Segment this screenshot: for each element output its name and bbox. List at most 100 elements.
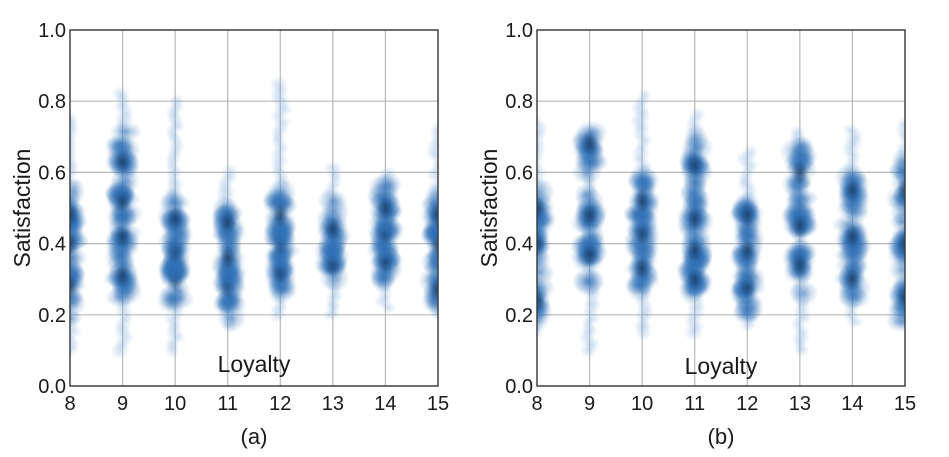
density-blob-faint bbox=[269, 75, 289, 93]
x-tick-label: 14 bbox=[374, 393, 396, 415]
density-core bbox=[897, 285, 905, 309]
y-tick-label: 0.2 bbox=[38, 305, 66, 327]
x-tick-label: 8 bbox=[64, 393, 75, 415]
density-core bbox=[430, 277, 438, 302]
density-blob bbox=[316, 188, 348, 213]
x-tick-label: 10 bbox=[631, 393, 653, 415]
x-tick-label: 9 bbox=[117, 393, 128, 415]
density-core bbox=[897, 231, 905, 256]
y-tick-label: 0.6 bbox=[505, 162, 533, 184]
y-tick-labels-a: 0.0 0.2 0.4 0.6 0.8 1.0 bbox=[38, 20, 66, 398]
density-core bbox=[634, 188, 651, 213]
density-core bbox=[581, 131, 598, 156]
x-tick-label: 11 bbox=[684, 393, 705, 415]
y-tick-label: 0.2 bbox=[505, 305, 533, 327]
density-blob bbox=[578, 229, 606, 253]
density-core bbox=[324, 217, 341, 242]
y-tick-label: 0.0 bbox=[38, 376, 66, 398]
density-core bbox=[897, 178, 905, 203]
y-tick-labels-b: 0.0 0.2 0.4 0.6 0.8 1.0 bbox=[505, 20, 533, 398]
density-core bbox=[70, 274, 78, 299]
density-blob bbox=[574, 182, 600, 206]
x-tick-label: 11 bbox=[217, 393, 238, 415]
density-marks-b bbox=[537, 88, 905, 359]
plot-frame-a bbox=[69, 29, 439, 387]
density-blob-faint bbox=[896, 116, 905, 131]
density-blob bbox=[157, 192, 191, 214]
density-blob-faint bbox=[537, 113, 543, 129]
y-tick-label: 0.0 bbox=[505, 376, 533, 398]
x-tick-label: 13 bbox=[789, 393, 811, 415]
x-tick-labels-b: 8 9 10 11 12 13 14 15 bbox=[531, 393, 916, 415]
density-blob bbox=[425, 200, 438, 223]
density-blob bbox=[70, 189, 82, 213]
density-core bbox=[537, 288, 545, 313]
density-core bbox=[634, 256, 651, 281]
density-blob bbox=[788, 279, 819, 306]
y-tick-label: 0.4 bbox=[505, 234, 533, 256]
density-core bbox=[739, 203, 756, 228]
x-tick-label: 12 bbox=[269, 393, 291, 415]
density-core bbox=[377, 196, 394, 220]
panel-label-b: (b) bbox=[708, 424, 735, 449]
density-core bbox=[844, 267, 861, 292]
x-tick-label: 15 bbox=[427, 393, 449, 415]
density-blob bbox=[319, 242, 350, 271]
y-tick-label: 0.4 bbox=[38, 234, 66, 256]
density-blob-faint bbox=[429, 121, 438, 137]
density-blob bbox=[537, 195, 552, 223]
density-core bbox=[686, 153, 703, 178]
density-blob bbox=[571, 159, 602, 186]
density-core bbox=[581, 203, 598, 228]
y-tick-label: 1.0 bbox=[505, 20, 533, 42]
density-blob bbox=[105, 134, 135, 154]
density-core bbox=[167, 206, 184, 231]
density-blob bbox=[633, 173, 657, 193]
density-core bbox=[686, 206, 703, 231]
density-core bbox=[70, 231, 78, 256]
density-blob bbox=[572, 268, 604, 297]
x-axis-title-a: Loyalty bbox=[218, 351, 291, 377]
density-blob-faint bbox=[741, 144, 759, 161]
density-blob bbox=[158, 283, 185, 312]
density-blob bbox=[423, 278, 438, 301]
density-blob-faint bbox=[70, 111, 78, 128]
density-core bbox=[686, 238, 703, 263]
density-blob bbox=[732, 301, 761, 325]
y-axis-title-b: Satisfaction bbox=[476, 149, 502, 268]
density-blob-faint bbox=[323, 161, 343, 174]
density-core bbox=[219, 210, 236, 235]
chart-panel-a: 0.0 0.2 0.4 0.6 0.8 1.0 8 9 10 11 12 13 14 15 Satisf… bbox=[9, 20, 449, 449]
density-blob-faint bbox=[111, 85, 130, 103]
x-tick-label: 14 bbox=[841, 393, 863, 415]
density-blob bbox=[372, 213, 398, 235]
y-tick-label: 1.0 bbox=[38, 20, 66, 42]
density-core bbox=[70, 203, 78, 228]
density-blob-faint bbox=[688, 107, 706, 123]
density-core bbox=[844, 178, 861, 203]
density-blob bbox=[681, 194, 710, 218]
density-core bbox=[537, 196, 545, 220]
y-tick-label: 0.6 bbox=[38, 162, 66, 184]
density-blob-faint bbox=[842, 123, 859, 137]
density-blob bbox=[163, 255, 190, 284]
density-core bbox=[114, 149, 131, 174]
x-tick-label: 13 bbox=[322, 393, 344, 415]
density-core bbox=[791, 160, 808, 185]
plot-frame-b bbox=[536, 29, 906, 387]
x-tick-label: 15 bbox=[894, 393, 916, 415]
density-marks-a bbox=[70, 75, 438, 360]
x-tick-label: 10 bbox=[164, 393, 186, 415]
x-tick-label: 12 bbox=[736, 393, 758, 415]
density-blob bbox=[109, 243, 132, 266]
density-blob bbox=[785, 192, 811, 211]
density-core bbox=[219, 245, 236, 270]
y-tick-label: 0.8 bbox=[38, 91, 66, 113]
density-blob bbox=[888, 161, 905, 180]
density-blob-faint bbox=[221, 164, 239, 180]
density-blob-faint bbox=[168, 93, 185, 108]
y-axis-title-a: Satisfaction bbox=[9, 149, 35, 268]
density-core bbox=[791, 213, 808, 238]
density-core bbox=[430, 203, 438, 228]
